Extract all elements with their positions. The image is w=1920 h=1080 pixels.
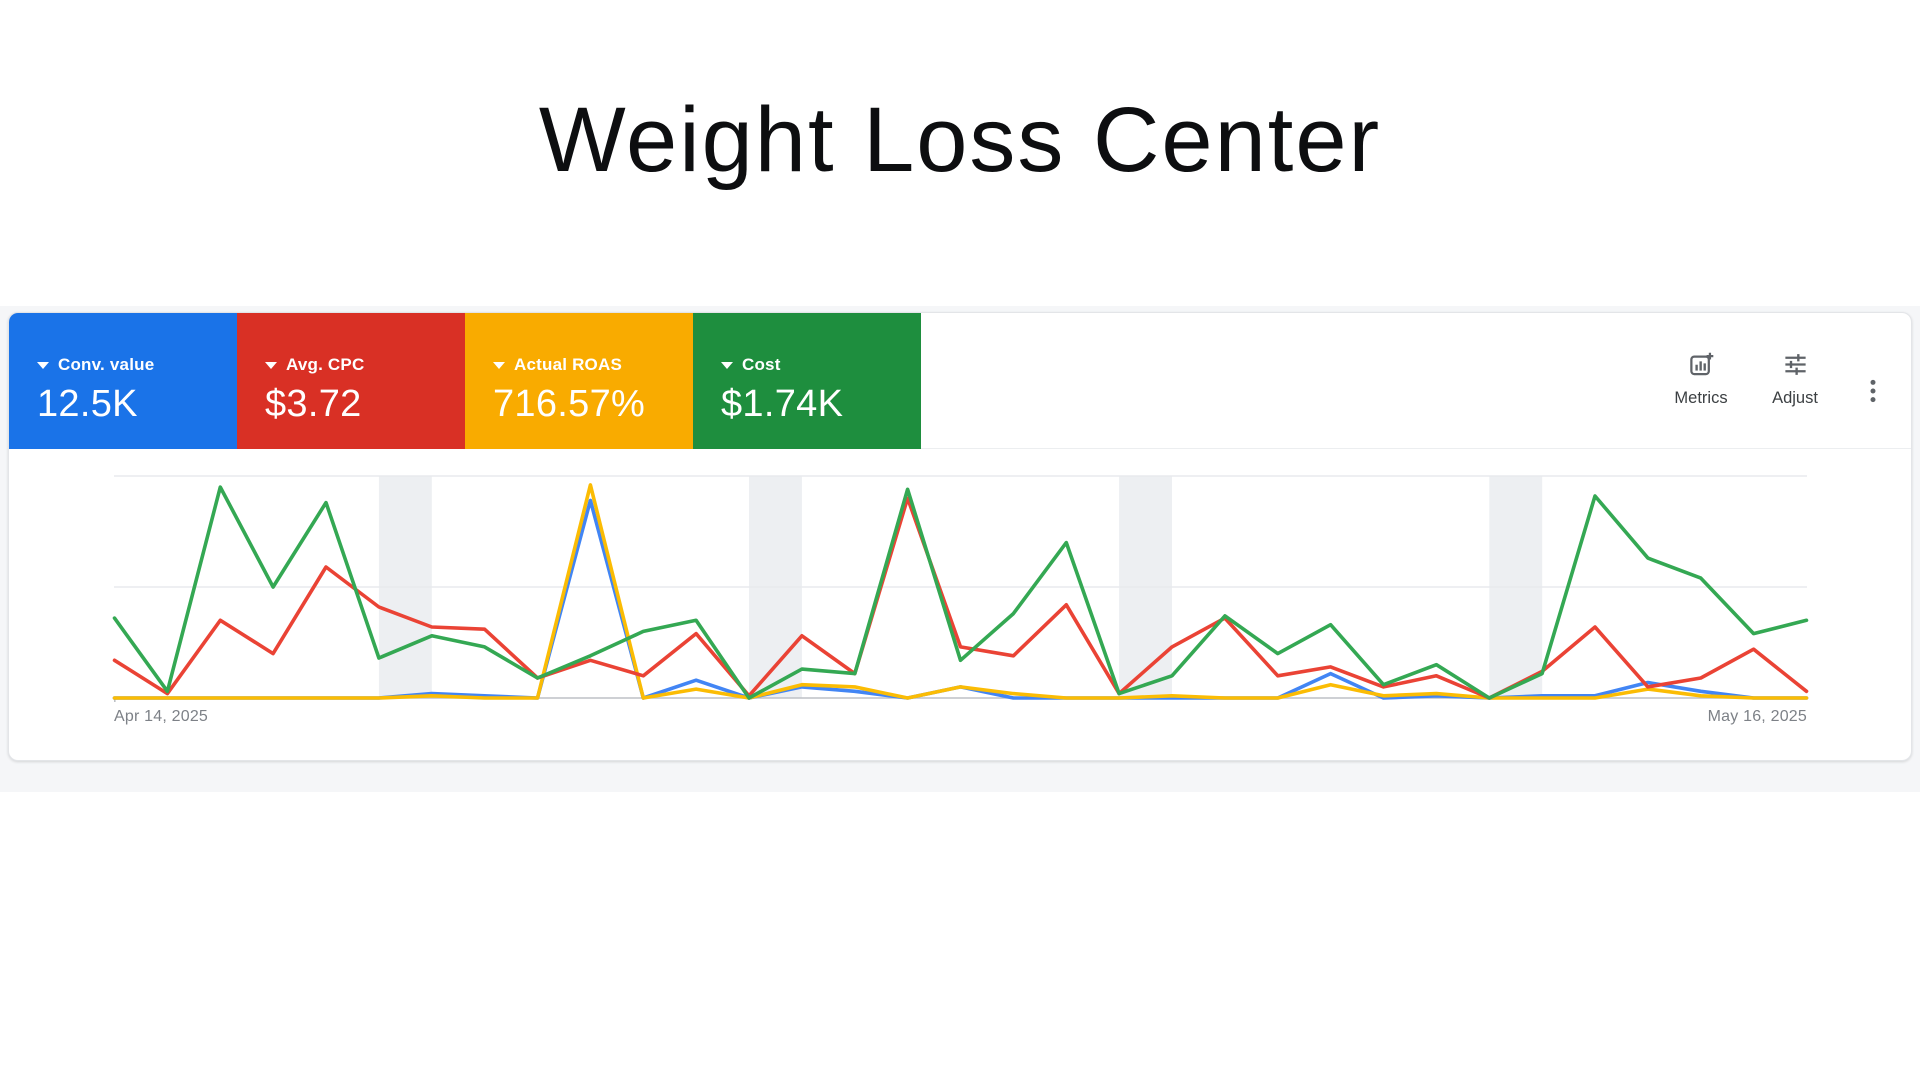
dropdown-arrow-icon [721,361,733,369]
metric-tiles-row: Conv. value 12.5K Avg. CPC $3.72 Actual … [9,313,1911,449]
adjust-button[interactable]: Adjust [1750,351,1840,408]
dropdown-arrow-icon [37,361,49,369]
metrics-chart-plus-icon [1688,351,1715,378]
x-axis-end-date: May 16, 2025 [1707,708,1807,725]
metric-tile-cost[interactable]: Cost $1.74K [693,313,921,449]
x-axis-labels: Apr 14, 2025 May 16, 2025 [114,708,1807,726]
more-options-button[interactable] [1857,373,1889,413]
metric-tile-label: Avg. CPC [286,355,365,374]
metric-tile-header: Conv. value [37,355,227,375]
overview-chart-card: Conv. value 12.5K Avg. CPC $3.72 Actual … [8,312,1912,761]
performance-line-chart[interactable] [112,475,1809,702]
adjust-sliders-icon [1782,351,1809,378]
kebab-menu-icon [1870,379,1876,408]
dropdown-arrow-icon [265,361,277,369]
metric-tile-conv-value[interactable]: Conv. value 12.5K [9,313,237,449]
x-axis-start-date: Apr 14, 2025 [114,708,209,725]
metric-tile-label: Cost [742,355,781,374]
dropdown-arrow-icon [493,361,505,369]
metrics-button-label: Metrics [1674,389,1728,407]
metric-tile-header: Cost [721,355,911,375]
metric-tile-value: $1.74K [721,383,844,425]
metric-tile-header: Actual ROAS [493,355,683,375]
metrics-button[interactable]: Metrics [1656,351,1746,408]
metric-tile-value: $3.72 [265,383,362,425]
metric-tile-header: Avg. CPC [265,355,455,375]
metric-tile-value: 12.5K [37,383,138,425]
page-title: Weight Loss Center [538,89,1382,191]
adjust-button-label: Adjust [1772,389,1818,407]
metric-tile-label: Conv. value [58,355,155,374]
metric-tile-actual-roas[interactable]: Actual ROAS 716.57% [465,313,693,449]
metric-tile-avg-cpc[interactable]: Avg. CPC $3.72 [237,313,465,449]
metric-tile-value: 716.57% [493,383,646,425]
metric-tile-label: Actual ROAS [514,355,622,374]
